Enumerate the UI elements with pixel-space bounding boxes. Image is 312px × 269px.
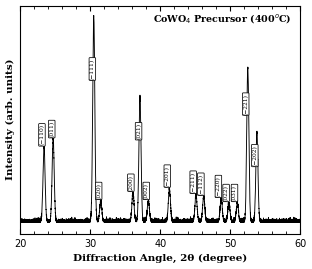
Text: (−112): (−112) [198,174,203,195]
Text: (−201): (−201) [165,166,170,187]
Text: (022): (022) [223,185,229,201]
Text: (−211): (−211) [191,172,196,193]
Text: (031): (031) [232,185,237,201]
Text: (200): (200) [128,175,134,191]
Text: (−111): (−111) [90,58,95,80]
Text: (020): (020) [96,183,101,199]
Y-axis label: Intensity (arb. units): Intensity (arb. units) [6,59,15,180]
Text: (−202): (−202) [252,145,257,166]
Text: CoWO$_4$ Precursor (400$^o$C): CoWO$_4$ Precursor (400$^o$C) [154,12,292,25]
Text: (002): (002) [144,183,149,199]
Text: (−110): (−110) [39,124,45,146]
Text: (−221): (−221) [243,94,248,115]
X-axis label: Diffraction Angle, 2θ (degree): Diffraction Angle, 2θ (degree) [73,254,247,263]
Text: (011): (011) [49,121,54,137]
Text: (021): (021) [136,123,141,139]
Text: (−220): (−220) [216,176,221,197]
